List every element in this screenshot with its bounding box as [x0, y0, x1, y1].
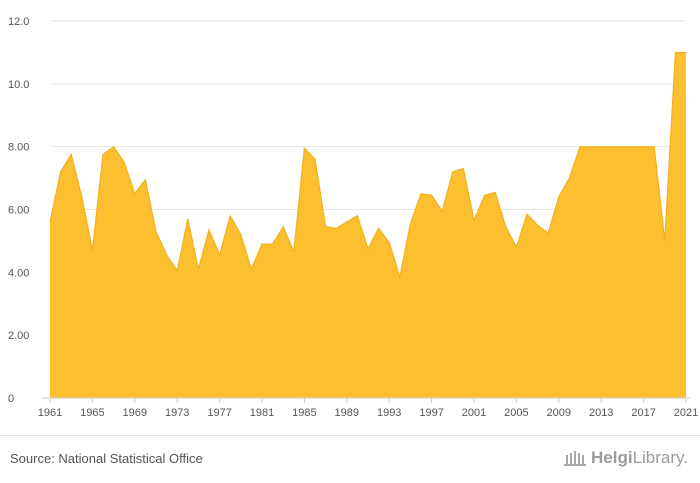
series-area	[49, 51, 686, 399]
y-tick-label: 8.00	[8, 142, 29, 154]
x-tick-label: 1989	[335, 407, 359, 419]
x-tick-label: 1977	[207, 407, 231, 419]
x-tick-label: 1961	[38, 407, 62, 419]
x-axis: 1961 1965 1969 1973 1977 1981 1985 1989 1993 1997…	[38, 397, 698, 419]
x-tick-label: 2009	[547, 407, 571, 419]
x-tick-label: 2021	[674, 407, 698, 419]
x-tick-label: 2013	[589, 407, 613, 419]
x-tick-label: 2017	[631, 407, 655, 419]
x-tick-label: 1981	[250, 407, 274, 419]
x-tick-label: 2005	[504, 407, 528, 419]
x-tick-label: 1985	[292, 407, 316, 419]
library-building-icon	[564, 451, 586, 466]
x-tick-label: 1965	[80, 407, 104, 419]
y-tick-label: 10.0	[8, 79, 29, 91]
y-tick-label: 2.00	[8, 330, 29, 342]
y-tick-label: 4.00	[8, 267, 29, 279]
x-tick-label: 1973	[165, 407, 189, 419]
source-note: Source: National Statistical Office	[10, 451, 203, 466]
x-tick-label: 2001	[462, 407, 486, 419]
y-tick-label: 6.00	[8, 205, 29, 217]
x-tick-label: 1969	[123, 407, 147, 419]
x-tick-label: 1997	[419, 407, 443, 419]
logo-text: HelgiLibrary.	[591, 448, 688, 467]
helgi-library-logo[interactable]: HelgiLibrary.	[563, 448, 688, 468]
series-area-fill	[50, 52, 686, 399]
series-line	[49, 51, 686, 278]
y-tick-label: 0	[8, 393, 14, 405]
footer-divider	[0, 435, 700, 436]
x-tick-label: 1993	[377, 407, 401, 419]
y-axis: 0 2.00 4.00 6.00 8.00 10.0 12.0	[8, 16, 29, 405]
y-tick-label: 12.0	[8, 16, 29, 28]
